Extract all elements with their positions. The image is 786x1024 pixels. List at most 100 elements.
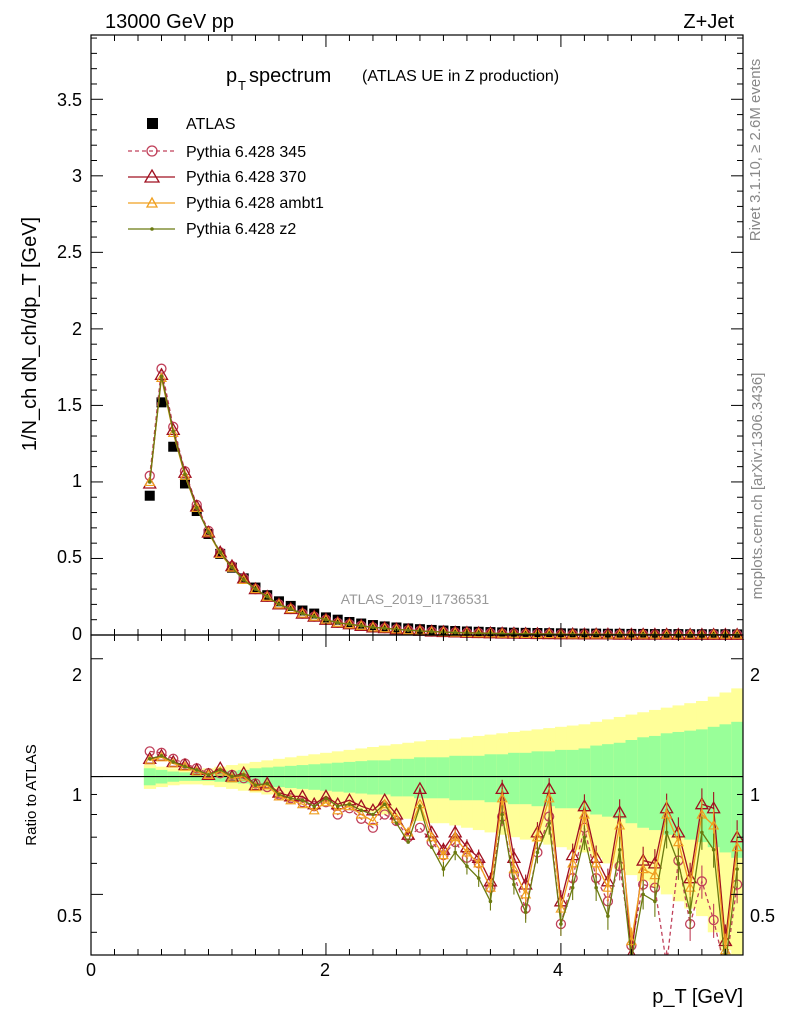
legend-marker-370 xyxy=(143,168,161,183)
ratio-point-pythia-6-428-ambt1 xyxy=(567,857,579,868)
band-inner-bin xyxy=(425,757,439,799)
ratio-point-pythia-6-428-ambt1 xyxy=(249,781,261,792)
ratio-point-pythia-6-428-ambt1 xyxy=(226,772,238,783)
main-point-pythia-6-428-z2 xyxy=(594,632,598,637)
main-point-pythia-6-428-z2 xyxy=(453,630,457,635)
band-inner-bin xyxy=(719,724,732,853)
ratio-point-pythia-6-428-z2 xyxy=(159,753,164,758)
ratio-point-pythia-6-428-z2 xyxy=(488,899,493,904)
band-inner-bin xyxy=(613,742,627,819)
ratio-point-pythia-6-428-ambt1 xyxy=(708,819,720,830)
main-point-pythia-6-428-370 xyxy=(271,597,287,610)
ratio-point-pythia-6-428-ambt1 xyxy=(731,841,743,852)
ratio-point-pythia-6-428-z2 xyxy=(630,958,634,962)
axis-ticks xyxy=(90,35,743,955)
band-inner-bin xyxy=(566,749,580,809)
band-inner-bin xyxy=(519,752,533,805)
legend-marker-ambt1 xyxy=(145,196,159,208)
ratio-point-pythia-6-428-z2 xyxy=(559,922,563,926)
y-ratio-tick-2-left: 2 xyxy=(72,665,82,685)
ratio-point-pythia-6-428-ambt1 xyxy=(578,808,590,819)
ratio-panel-frame xyxy=(90,634,744,956)
ratio-point-pythia-6-428-z2 xyxy=(582,835,587,839)
ratio-point-pythia-6-428-ambt1 xyxy=(449,831,461,842)
main-point-pythia-6-428-z2 xyxy=(218,550,223,555)
ratio-point-pythia-6-428-z2 xyxy=(641,892,645,897)
band-inner-bin xyxy=(578,748,591,811)
main-point-pythia-6-428-z2 xyxy=(335,620,340,625)
main-point-pythia-6-428-370 xyxy=(612,627,627,640)
main-point-pythia-6-428-z2 xyxy=(312,614,317,619)
atlas-data-point xyxy=(156,397,167,408)
main-point-pythia-6-428-z2 xyxy=(206,530,211,535)
ratio-point-pythia-6-428-z2 xyxy=(523,910,528,915)
main-point-pythia-6-428-370 xyxy=(424,624,439,637)
axes-frames xyxy=(90,34,744,956)
ratio-point-pythia-6-428-ambt1 xyxy=(426,831,438,842)
main-point-pythia-6-428-370 xyxy=(471,625,486,639)
ratio-point-pythia-6-428-ambt1 xyxy=(402,826,414,837)
band-inner-bin xyxy=(555,749,568,809)
atlas-data-point xyxy=(309,608,320,619)
band-inner-bin xyxy=(590,745,603,815)
analysis-watermark: ATLAS_2019_I1736531 xyxy=(341,591,490,607)
legend-marker-z2 xyxy=(150,227,154,231)
y-main-tick-3: 3 xyxy=(72,166,82,186)
ratio-point-pythia-6-428-ambt1 xyxy=(367,815,379,826)
ratio-point-pythia-6-428-370 xyxy=(412,781,428,795)
ratio-point-pythia-6-428-z2 xyxy=(253,783,258,788)
ratio-point-pythia-6-428-z2 xyxy=(171,760,176,764)
ratio-point-pythia-6-428-ambt1 xyxy=(614,819,626,830)
ratio-point-pythia-6-428-z2 xyxy=(512,882,516,887)
ratio-point-pythia-6-428-ambt1 xyxy=(332,804,344,815)
ratio-point-pythia-6-428-z2 xyxy=(347,802,352,806)
band-inner-bin xyxy=(331,762,345,792)
legend: ATLAS Pythia 6.428 345 Pythia 6.428 370 … xyxy=(128,116,324,238)
main-point-pythia-6-428-ambt1 xyxy=(167,427,179,438)
title-sub: T xyxy=(238,78,246,93)
ratio-point-pythia-6-428-ambt1 xyxy=(649,869,661,880)
ratio-point-pythia-6-428-ambt1 xyxy=(379,798,391,809)
ratio-point-pythia-6-428-z2 xyxy=(394,821,399,826)
atlas-data-point xyxy=(297,605,308,616)
y-ratio-tick-0.5-right: 0.5 xyxy=(750,906,775,926)
main-point-pythia-6-428-z2 xyxy=(300,611,305,616)
main-point-pythia-6-428-370 xyxy=(248,581,263,595)
atlas-data-point xyxy=(391,622,402,633)
y-axis-label-ratio: Ratio to ATLAS xyxy=(23,744,40,845)
ratio-point-pythia-6-428-370 xyxy=(627,947,636,955)
y-main-tick-1.5: 1.5 xyxy=(57,395,82,415)
ratio-point-pythia-6-428-z2 xyxy=(147,757,152,761)
ratio-point-pythia-6-428-z2 xyxy=(183,764,187,769)
ratio-point-pythia-6-428-z2 xyxy=(594,885,598,890)
main-point-pythia-6-428-370 xyxy=(589,627,604,640)
band-inner-bin xyxy=(496,754,509,803)
ratio-point-pythia-6-428-345 xyxy=(721,966,730,975)
ratio-point-pythia-6-428-345 xyxy=(708,914,719,926)
band-inner-bin xyxy=(684,730,697,840)
ratio-point-pythia-6-428-ambt1 xyxy=(437,849,449,860)
main-point-pythia-6-428-ambt1 xyxy=(226,561,238,572)
ratio-point-pythia-6-428-z2 xyxy=(500,812,504,817)
band-inner-bin xyxy=(484,754,497,803)
main-point-pythia-6-428-z2 xyxy=(230,565,234,570)
main-point-pythia-6-428-ambt1 xyxy=(261,591,273,601)
ratio-point-pythia-6-428-z2 xyxy=(429,845,434,849)
ratio-point-pythia-6-428-ambt1 xyxy=(320,796,332,807)
main-point-pythia-6-428-z2 xyxy=(183,472,187,477)
ratio-point-pythia-6-428-ambt1 xyxy=(590,857,602,868)
ratio-point-pythia-6-428-345 xyxy=(696,876,708,887)
band-inner-bin xyxy=(343,761,356,793)
ratio-point-pythia-6-428-ambt1 xyxy=(496,792,508,803)
main-point-pythia-6-428-z2 xyxy=(288,607,293,611)
ratio-point-pythia-6-428-z2 xyxy=(230,774,234,779)
ratio-point-pythia-6-428-ambt1 xyxy=(296,798,308,809)
atlas-data-point xyxy=(403,623,414,634)
ratio-point-pythia-6-428-z2 xyxy=(676,861,681,866)
main-point-pythia-6-428-z2 xyxy=(159,374,164,379)
ratio-point-pythia-6-428-z2 xyxy=(476,876,481,880)
ratio-point-pythia-6-428-z2 xyxy=(277,792,281,797)
title-note: (ATLAS UE in Z production) xyxy=(362,68,559,85)
main-point-pythia-6-428-ambt1 xyxy=(249,583,261,594)
band-inner-bin xyxy=(390,758,403,797)
